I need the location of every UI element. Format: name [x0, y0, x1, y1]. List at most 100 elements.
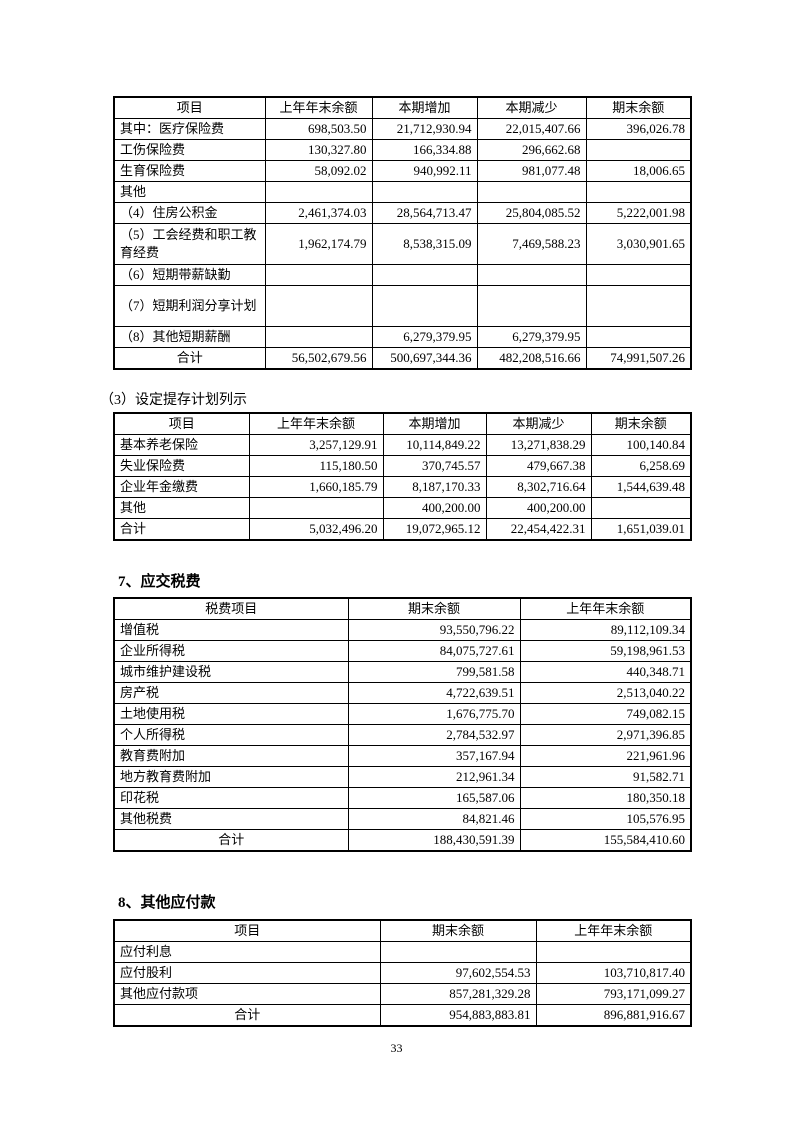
table-cell: 13,271,838.29	[485, 434, 592, 456]
table-cell: 2,784,532.97	[347, 724, 521, 746]
table-cell: 180,350.18	[519, 787, 692, 809]
table-cell: 其中：医疗保险费	[113, 118, 266, 140]
table-cell: 84,075,727.61	[347, 640, 521, 662]
table-cell: 7,469,588.23	[476, 223, 587, 265]
taxes-payable-table: 税费项目 期末余额 上年年末余额 增值税 93,550,796.22 89,11…	[113, 597, 692, 852]
table-row: 其他应付款项 857,281,329.28 793,171,099.27	[113, 983, 692, 1005]
table-row: 企业年金缴费 1,660,185.79 8,187,170.33 8,302,7…	[113, 476, 692, 498]
table-cell: 5,032,496.20	[248, 518, 384, 541]
table-cell: 其他应付款项	[113, 983, 381, 1005]
table-header-row: 税费项目 期末余额 上年年末余额	[113, 597, 692, 620]
table-cell: 10,114,849.22	[382, 434, 487, 456]
table-cell: 个人所得税	[113, 724, 349, 746]
table-cell: 400,200.00	[485, 497, 592, 519]
table-cell	[264, 264, 373, 286]
table-header-cell: 上年年末余额	[519, 597, 692, 620]
table-cell: 19,072,965.12	[382, 518, 487, 541]
table-cell: 2,461,374.03	[264, 202, 373, 224]
table-cell: （5）工会经费和职工教育经费	[113, 223, 266, 265]
table-total-row: 合计 954,883,883.81 896,881,916.67	[113, 1004, 692, 1027]
table-cell	[476, 264, 587, 286]
table-cell	[264, 181, 373, 203]
table-cell: 896,881,916.67	[535, 1004, 692, 1027]
table-header-cell: 上年年末余额	[535, 919, 692, 942]
table-header-cell: 项目	[113, 919, 381, 942]
table-cell: 103,710,817.40	[535, 962, 692, 984]
table-cell: 增值税	[113, 619, 349, 641]
table-cell	[371, 285, 478, 327]
table-cell: 165,587.06	[347, 787, 521, 809]
table-cell: 1,660,185.79	[248, 476, 384, 498]
table-cell: 企业所得税	[113, 640, 349, 662]
table-cell: 221,961.96	[519, 745, 692, 767]
table-cell: 74,991,507.26	[585, 347, 692, 370]
table-cell	[585, 181, 692, 203]
table-cell: 400,200.00	[382, 497, 487, 519]
table-cell	[535, 941, 692, 963]
table-cell: 58,092.02	[264, 160, 373, 182]
table-row: （8）其他短期薪酬 6,279,379.95 6,279,379.95	[113, 326, 692, 348]
table-cell: 93,550,796.22	[347, 619, 521, 641]
table-cell	[264, 285, 373, 327]
table-cell: 2,971,396.85	[519, 724, 692, 746]
table-header-cell: 上年年末余额	[264, 96, 373, 119]
table-row: 其中：医疗保险费 698,503.50 21,712,930.94 22,015…	[113, 118, 692, 140]
table-row: 城市维护建设税 799,581.58 440,348.71	[113, 661, 692, 683]
table-row: 房产税 4,722,639.51 2,513,040.22	[113, 682, 692, 704]
table-header-cell: 本期增加	[371, 96, 478, 119]
taxes-section-heading: 7、应交税费	[118, 574, 201, 590]
table-cell: 1,962,174.79	[264, 223, 373, 265]
table-cell: 698,503.50	[264, 118, 373, 140]
table-cell: 357,167.94	[347, 745, 521, 767]
table-row: 个人所得税 2,784,532.97 2,971,396.85	[113, 724, 692, 746]
table-row: （6）短期带薪缺勤	[113, 264, 692, 286]
table-cell	[585, 264, 692, 286]
page-number: 33	[390, 1041, 403, 1055]
table-cell: 296,662.68	[476, 139, 587, 161]
other-payables-section-heading: 8、其他应付款	[118, 895, 216, 911]
other-payables-table: 项目 期末余额 上年年末余额 应付利息 应付股利 97,602,554.53 1…	[113, 919, 692, 1027]
table-cell	[590, 497, 692, 519]
table-cell: 8,538,315.09	[371, 223, 478, 265]
table-cell: （4）住房公积金	[113, 202, 266, 224]
table-cell: （8）其他短期薪酬	[113, 326, 266, 348]
table-cell: 479,667.38	[485, 455, 592, 477]
table-row: 地方教育费附加 212,961.34 91,582.71	[113, 766, 692, 788]
table-total-row: 合计 56,502,679.56 500,697,344.36 482,208,…	[113, 347, 692, 370]
table-cell	[264, 326, 373, 348]
table-header-cell: 上年年末余额	[248, 412, 384, 435]
table-cell: 100,140.84	[590, 434, 692, 456]
table-cell: 其他	[113, 497, 250, 519]
table-cell: 8,302,716.64	[485, 476, 592, 498]
defined-contribution-subtitle: （3）设定提存计划列示	[100, 393, 247, 408]
table-row: （7）短期利润分享计划	[113, 285, 692, 327]
table-cell: 房产税	[113, 682, 349, 704]
table-header-cell: 税费项目	[113, 597, 349, 620]
table-cell: 981,077.48	[476, 160, 587, 182]
table-header-cell: 本期减少	[476, 96, 587, 119]
table-row: 基本养老保险 3,257,129.91 10,114,849.22 13,271…	[113, 434, 692, 456]
table-cell: 基本养老保险	[113, 434, 250, 456]
table-cell: 教育费附加	[113, 745, 349, 767]
table-cell: 生育保险费	[113, 160, 266, 182]
table-cell	[476, 181, 587, 203]
table-row: 印花税 165,587.06 180,350.18	[113, 787, 692, 809]
table-cell: （6）短期带薪缺勤	[113, 264, 266, 286]
table-cell: 59,198,961.53	[519, 640, 692, 662]
table-cell: 56,502,679.56	[264, 347, 373, 370]
table-cell: 失业保险费	[113, 455, 250, 477]
table-cell: 482,208,516.66	[476, 347, 587, 370]
table-cell: 370,745.57	[382, 455, 487, 477]
table-cell: 2,513,040.22	[519, 682, 692, 704]
table-cell: 84,821.46	[347, 808, 521, 830]
table-row: 应付股利 97,602,554.53 103,710,817.40	[113, 962, 692, 984]
table-cell: 土地使用税	[113, 703, 349, 725]
table-row: （5）工会经费和职工教育经费 1,962,174.79 8,538,315.09…	[113, 223, 692, 265]
table-cell: 28,564,713.47	[371, 202, 478, 224]
table-cell: 6,279,379.95	[371, 326, 478, 348]
table-cell	[585, 326, 692, 348]
table-cell: 6,279,379.95	[476, 326, 587, 348]
table-cell: 企业年金缴费	[113, 476, 250, 498]
table-cell: 954,883,883.81	[379, 1004, 537, 1027]
table-cell: 应付股利	[113, 962, 381, 984]
